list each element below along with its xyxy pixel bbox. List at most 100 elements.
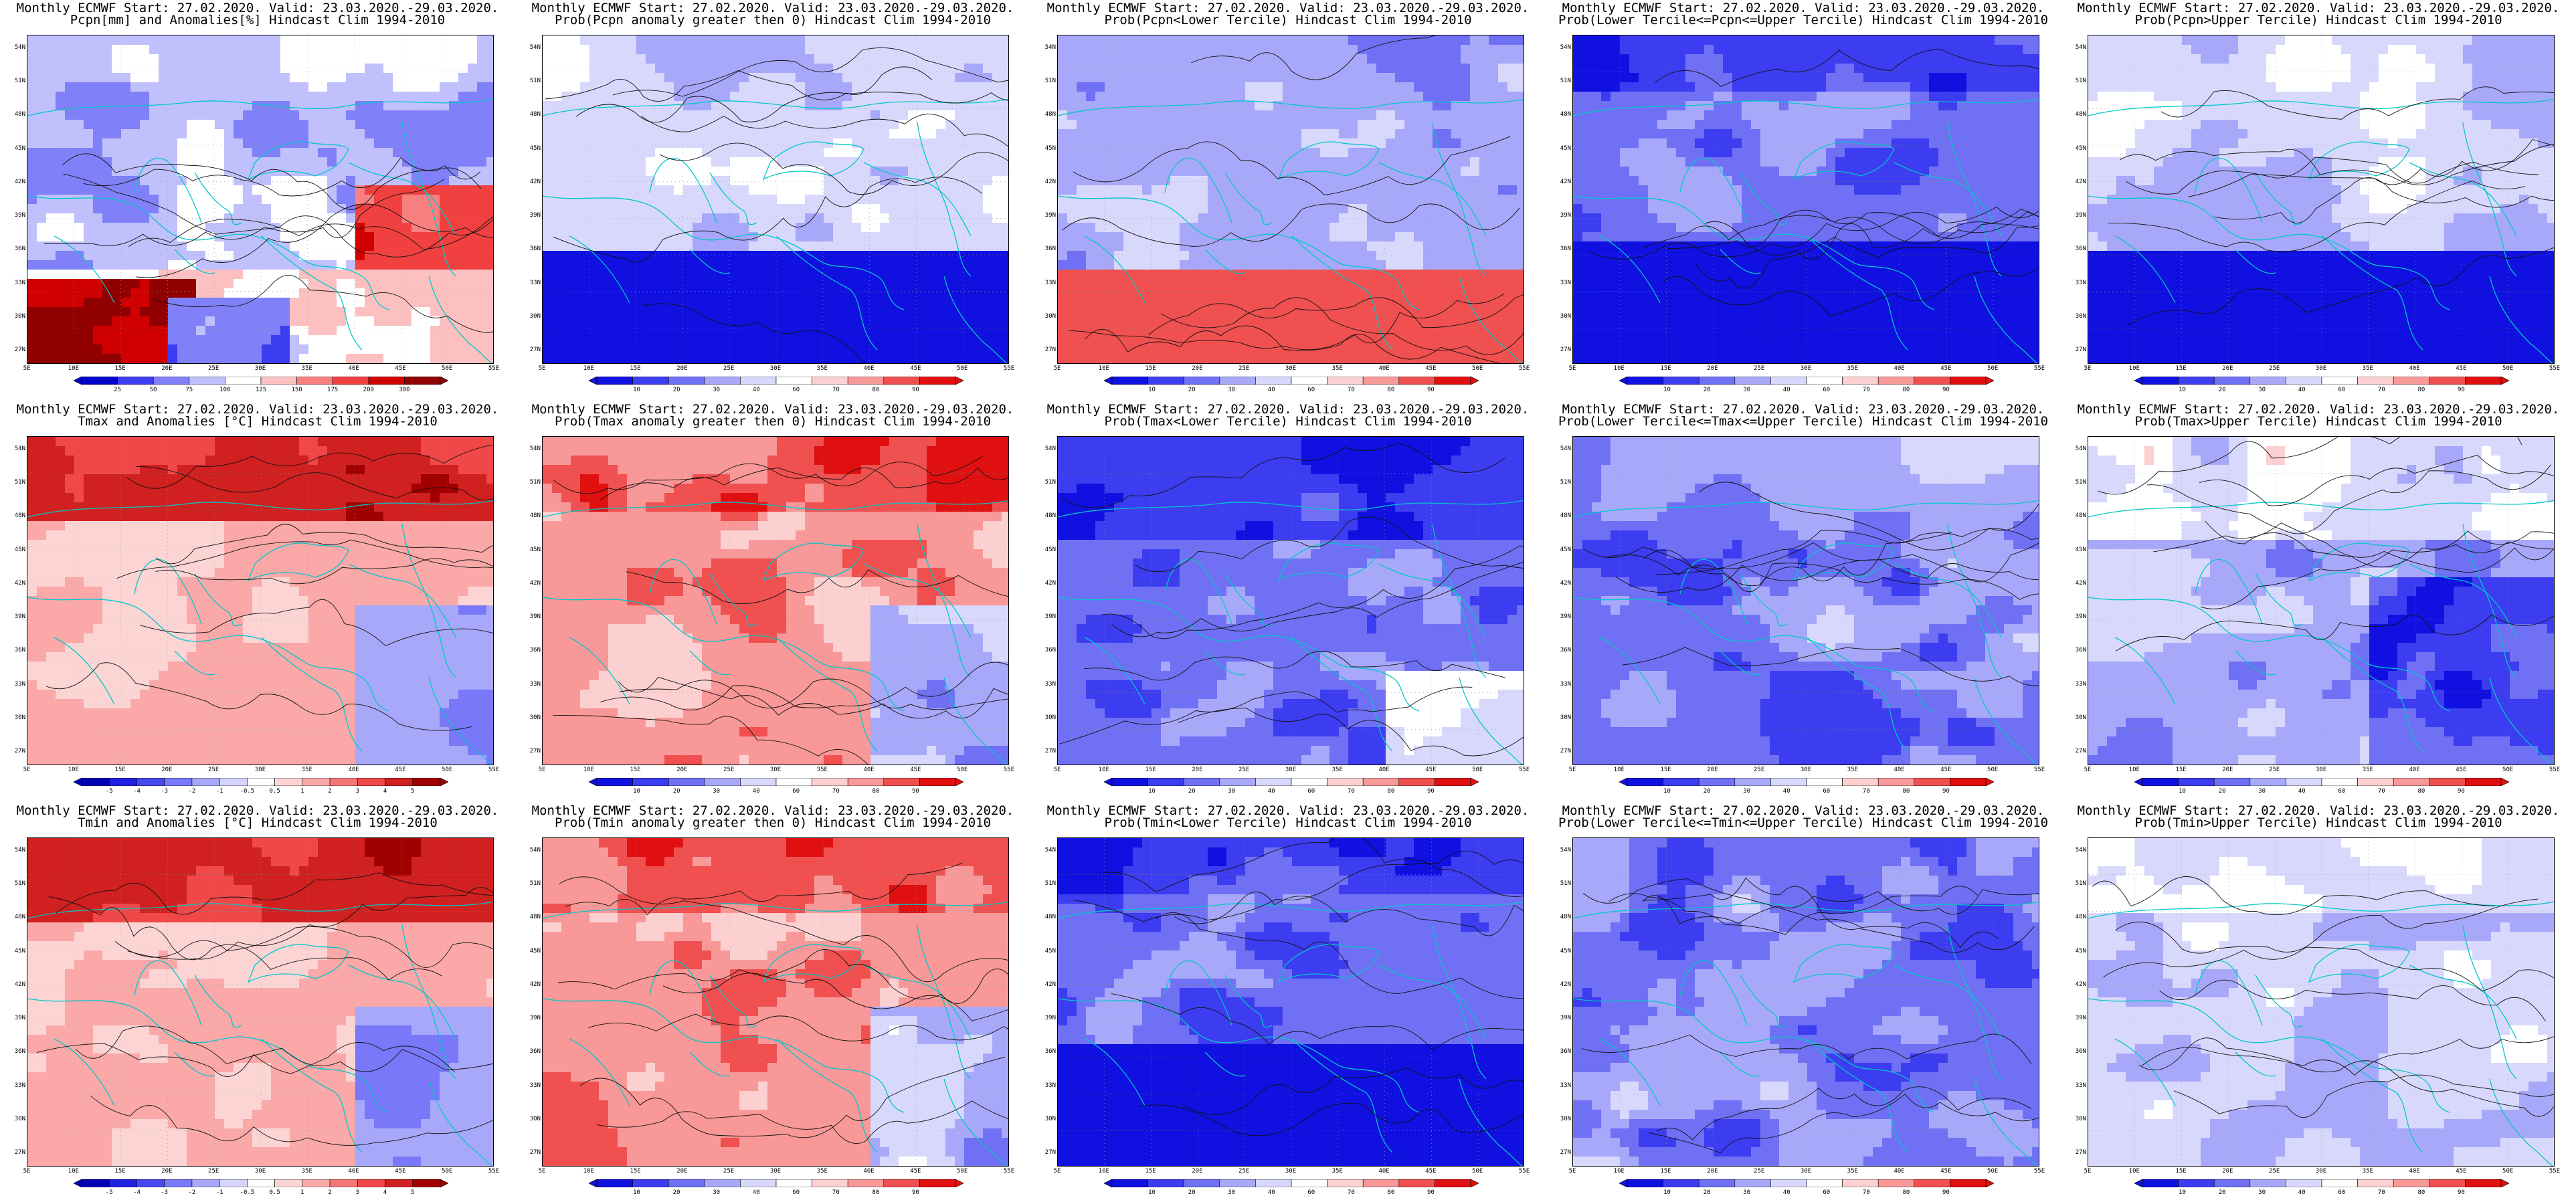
map-area	[27, 436, 494, 765]
longitude-label: 55E	[2034, 1168, 2045, 1175]
latitude-label: 51N	[523, 479, 541, 486]
longitude-label: 55E	[1004, 365, 1014, 372]
latitude-label: 36N	[1554, 1048, 1571, 1055]
latitude-label: 51N	[8, 880, 25, 887]
colorbar-tick-label: 10	[633, 387, 640, 393]
latitude-label: 42N	[1038, 981, 1056, 988]
longitude-label: 5E	[2084, 1168, 2092, 1175]
colorbar-tick-label: 90	[1942, 1189, 1950, 1196]
longitude-label: 55E	[2549, 365, 2560, 372]
colorbar	[74, 377, 448, 385]
colorbar-tick-label: 3	[356, 788, 359, 795]
panel-title-line2: Prob(Lower Tercile<=Tmin<=Upper Tercile)…	[1546, 816, 2061, 830]
longitude-label: 30E	[1285, 1168, 1296, 1175]
longitude-label: 15E	[1660, 1168, 1671, 1175]
colorbar-tick-label: 10	[1148, 387, 1156, 393]
colorbar-tick-label: 30	[1743, 387, 1750, 393]
longitude-label: 5E	[1569, 365, 1576, 372]
map-area	[1057, 837, 1524, 1167]
longitude-label: 45E	[395, 365, 405, 372]
latitude-label: 51N	[8, 78, 25, 84]
latitude-label: 33N	[2069, 280, 2086, 286]
colorbar-tick-label: -0.5	[240, 788, 255, 795]
longitude-label: 50E	[1987, 767, 1998, 773]
colorbar-tick-label: 60	[1307, 788, 1315, 795]
map-panel: Monthly ECMWF Start: 27.02.2020. Valid: …	[1030, 401, 1546, 803]
latitude-label: 48N	[2069, 512, 2086, 519]
longitude-label: 10E	[68, 767, 79, 773]
colorbar-tick-label: 30	[2258, 788, 2266, 795]
latitude-label: 33N	[1038, 1082, 1056, 1089]
longitude-label: 5E	[539, 767, 546, 773]
latitude-label: 45N	[523, 145, 541, 152]
latitude-label: 42N	[523, 580, 541, 587]
latitude-label: 42N	[1038, 580, 1056, 587]
latitude-label: 45N	[8, 948, 25, 955]
map-area	[1572, 35, 2039, 364]
longitude-label: 5E	[1569, 1168, 1576, 1175]
latitude-label: 36N	[8, 647, 25, 654]
colorbar-tick-label: 60	[1823, 1189, 1830, 1196]
latitude-label: 36N	[523, 647, 541, 654]
colorbar-tick-label: 30	[713, 788, 720, 795]
longitude-label: 20E	[1707, 1168, 1718, 1175]
colorbar	[1619, 1179, 1994, 1187]
latitude-label: 27N	[1554, 1149, 1571, 1156]
colorbar	[1619, 778, 1994, 786]
longitude-label: 40E	[1894, 1168, 1904, 1175]
colorbar-tick-label: -4	[133, 788, 141, 795]
longitude-label: 20E	[2222, 767, 2233, 773]
colorbar-tick-label: 125	[256, 387, 266, 393]
longitude-label: 35E	[1847, 767, 1858, 773]
colorbar-tick-label: 150	[291, 387, 302, 393]
longitude-label: 20E	[1192, 365, 1202, 372]
longitude-label: 50E	[442, 767, 452, 773]
longitude-label: 40E	[863, 1168, 874, 1175]
colorbar-tick-label: 70	[2378, 788, 2385, 795]
longitude-label: 10E	[2129, 365, 2140, 372]
colorbar-tick-label: 30	[2258, 1189, 2266, 1196]
colorbar-tick-label: 90	[1427, 788, 1435, 795]
latitude-label: 30N	[1038, 714, 1056, 721]
latitude-label: 30N	[1554, 1116, 1571, 1122]
longitude-label: 35E	[1332, 365, 1343, 372]
latitude-label: 30N	[8, 1116, 25, 1122]
latitude-label: 48N	[1554, 914, 1571, 920]
longitude-label: 30E	[770, 1168, 781, 1175]
longitude-label: 30E	[1801, 365, 1811, 372]
shaded-field	[2088, 437, 2554, 765]
latitude-label: 48N	[523, 111, 541, 118]
colorbar-tick-label: 30	[1743, 1189, 1750, 1196]
panel-title-line1: Monthly ECMWF Start: 27.02.2020. Valid: …	[1546, 403, 2061, 417]
longitude-label: 40E	[1378, 767, 1389, 773]
longitude-label: 10E	[583, 1168, 594, 1175]
longitude-label: 40E	[863, 365, 874, 372]
colorbar-tick-label: 25	[114, 387, 121, 393]
latitude-label: 45N	[1038, 948, 1056, 955]
latitude-label: 54N	[2069, 445, 2086, 452]
shaded-field	[1058, 437, 1524, 765]
panel-title-line2: Prob(Pcpn<Lower Tercile) Hindcast Clim 1…	[1030, 13, 1546, 27]
shaded-field	[1058, 35, 1524, 363]
panel-title-line1: Monthly ECMWF Start: 27.02.2020. Valid: …	[1546, 804, 2061, 818]
latitude-label: 42N	[2069, 580, 2086, 587]
longitude-label: 10E	[2129, 1168, 2140, 1175]
longitude-label: 40E	[2409, 767, 2419, 773]
colorbar-tick-label: 10	[633, 788, 640, 795]
latitude-label: 30N	[8, 313, 25, 320]
latitude-label: 39N	[8, 1015, 25, 1021]
latitude-label: 45N	[1038, 546, 1056, 553]
longitude-label: 15E	[114, 767, 125, 773]
shaded-field	[543, 437, 1008, 765]
longitude-label: 20E	[2222, 365, 2233, 372]
latitude-label: 39N	[1554, 212, 1571, 219]
colorbar-tick-label: 60	[792, 387, 800, 393]
longitude-label: 40E	[1894, 365, 1904, 372]
map-panel: Monthly ECMWF Start: 27.02.2020. Valid: …	[515, 803, 1030, 1204]
colorbar-tick-label: 20	[1704, 387, 1711, 393]
colorbar-tick-label: 20	[1188, 387, 1196, 393]
longitude-label: 10E	[1614, 767, 1625, 773]
latitude-label: 27N	[1038, 748, 1056, 755]
colorbar-tick-label: 60	[792, 1189, 800, 1196]
longitude-label: 5E	[539, 365, 546, 372]
